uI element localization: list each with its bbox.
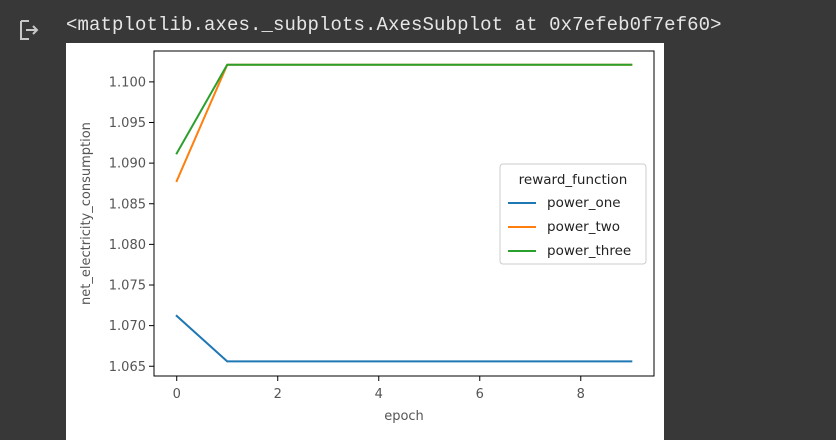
x-tick-label: 0	[173, 387, 181, 402]
chart-figure: 0 2 4 6 8 1.065 1.070 1.075 1.080 1.085 1.090 1.095…	[66, 43, 664, 440]
y-tick-label: 1.075	[109, 279, 146, 294]
y-tick-label: 1.065	[109, 360, 146, 375]
legend-label-power_three: power_three	[547, 243, 631, 259]
series-line-power_three	[175, 63, 633, 155]
y-tick-label: 1.085	[109, 197, 146, 212]
x-tick-label: 6	[476, 387, 484, 402]
y-tick-label: 1.080	[109, 238, 146, 253]
x-tick-label: 2	[274, 387, 282, 402]
y-tick-label: 1.100	[109, 75, 146, 90]
output-repr-text: <matplotlib.axes._subplots.AxesSubplot a…	[66, 14, 722, 36]
line-chart: 0 2 4 6 8 1.065 1.070 1.075 1.080 1.085 1.090 1.095…	[79, 50, 655, 424]
y-tick-label: 1.070	[109, 319, 146, 334]
x-tick-label: 8	[577, 387, 585, 402]
legend-label-power_one: power_one	[547, 195, 621, 211]
legend-label-power_two: power_two	[547, 219, 620, 235]
legend-title: reward_function	[519, 172, 628, 188]
x-axis-label: epoch	[384, 409, 424, 424]
y-tick-label: 1.090	[109, 157, 146, 172]
axes-frame	[153, 50, 655, 377]
y-axis-label: net_electricity_consumption	[79, 122, 94, 305]
chart-legend: reward_function power_one power_two power_t…	[499, 163, 647, 265]
series-line-power_one	[175, 314, 633, 363]
y-tick-label: 1.095	[109, 116, 146, 131]
legend-box	[499, 163, 647, 265]
output-arrow-icon[interactable]	[18, 19, 40, 41]
x-tick-label: 4	[375, 387, 383, 402]
